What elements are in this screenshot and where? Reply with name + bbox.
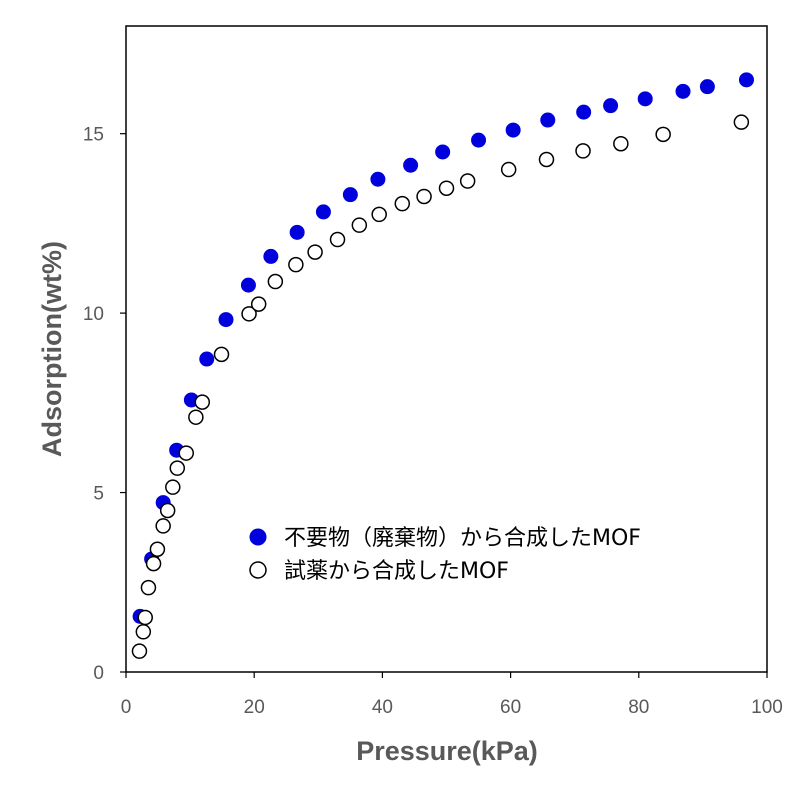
point-reagent-mof xyxy=(131,643,148,659)
point-reagent-mof xyxy=(416,188,432,205)
point-reagent-mof xyxy=(137,609,153,626)
point-waste-mof xyxy=(240,277,256,293)
legend-marker-waste-mof xyxy=(249,528,267,546)
point-reagent-mof xyxy=(145,555,162,572)
legend-marker-reagent-mof xyxy=(249,561,267,579)
point-waste-mof xyxy=(505,122,521,138)
point-waste-mof xyxy=(199,351,215,367)
x-axis-title: Pressure(kPa) xyxy=(356,736,538,766)
point-waste-mof xyxy=(315,204,331,220)
point-waste-mof xyxy=(471,132,487,148)
point-waste-mof xyxy=(403,157,419,173)
x-tick-label: 80 xyxy=(628,697,649,718)
point-reagent-mof xyxy=(165,479,181,495)
y-axis-title: Adsorption(wt%) xyxy=(37,241,67,457)
point-waste-mof xyxy=(370,171,386,187)
point-waste-mof xyxy=(263,248,279,264)
point-reagent-mof xyxy=(250,296,267,312)
data-points xyxy=(131,72,754,659)
y-tick-label: 5 xyxy=(93,484,104,505)
point-reagent-mof xyxy=(733,114,750,130)
point-waste-mof xyxy=(603,98,619,114)
plot-area-frame xyxy=(125,25,768,673)
point-reagent-mof xyxy=(307,244,323,260)
legend-label-waste-mof: 不要物（廃棄物）から合成したMOF xyxy=(284,526,641,551)
point-waste-mof xyxy=(637,91,653,107)
y-tick-label: 10 xyxy=(83,304,104,325)
point-reagent-mof xyxy=(241,306,257,322)
point-reagent-mof xyxy=(655,126,671,143)
y-tick-label: 0 xyxy=(93,663,104,684)
legend: 不要物（廃棄物）から合成したMOF 試薬から合成したMOF xyxy=(249,526,641,584)
point-waste-mof xyxy=(675,83,691,99)
point-waste-mof xyxy=(576,104,592,120)
point-reagent-mof xyxy=(194,394,211,410)
point-reagent-mof xyxy=(500,161,517,178)
point-reagent-mof xyxy=(394,195,411,212)
y-tick-label: 15 xyxy=(83,125,104,146)
point-reagent-mof xyxy=(575,143,591,159)
x-tick-label: 20 xyxy=(244,697,265,718)
x-tick-label: 60 xyxy=(500,697,521,718)
legend-label-reagent-mof: 試薬から合成したMOF xyxy=(284,559,509,584)
point-reagent-mof xyxy=(329,231,346,248)
point-reagent-mof xyxy=(140,579,157,596)
y-axis-ticks: 0 5 10 15 xyxy=(83,125,126,684)
point-waste-mof xyxy=(738,72,754,88)
point-reagent-mof xyxy=(351,217,368,233)
point-reagent-mof xyxy=(288,256,304,273)
point-reagent-mof xyxy=(159,502,176,519)
point-waste-mof xyxy=(435,144,451,160)
point-reagent-mof xyxy=(213,346,230,363)
point-reagent-mof xyxy=(178,445,195,461)
point-waste-mof xyxy=(289,224,305,240)
x-axis-ticks: 0 20 40 60 80 100 xyxy=(121,672,783,718)
point-reagent-mof xyxy=(169,460,186,476)
point-reagent-mof xyxy=(459,173,476,189)
point-reagent-mof xyxy=(267,273,284,290)
point-reagent-mof xyxy=(135,624,152,640)
point-waste-mof xyxy=(218,312,234,328)
point-reagent-mof xyxy=(188,409,204,425)
point-reagent-mof xyxy=(155,518,171,534)
point-waste-mof xyxy=(342,187,358,203)
point-reagent-mof xyxy=(613,135,629,152)
point-reagent-mof xyxy=(438,180,455,196)
point-reagent-mof xyxy=(371,206,387,223)
point-waste-mof xyxy=(540,112,556,128)
x-tick-label: 100 xyxy=(751,697,783,718)
point-waste-mof xyxy=(699,79,715,95)
point-reagent-mof xyxy=(538,151,555,168)
x-tick-label: 40 xyxy=(372,697,393,718)
x-tick-label: 0 xyxy=(121,697,132,718)
point-reagent-mof xyxy=(149,541,166,558)
